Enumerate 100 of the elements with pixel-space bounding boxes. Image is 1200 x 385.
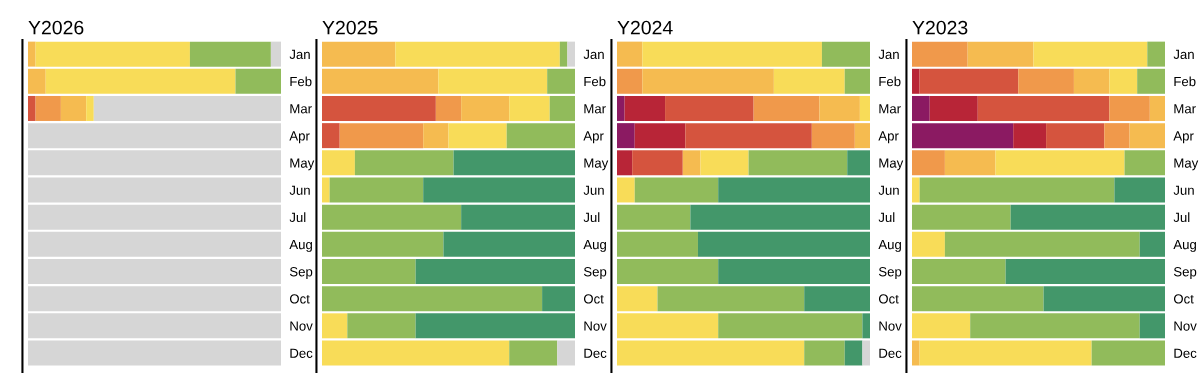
bar	[700, 150, 749, 176]
y-tick-label: Jun	[1173, 185, 1194, 195]
bar	[567, 41, 575, 67]
bar	[685, 123, 812, 149]
bar	[617, 150, 633, 176]
bar	[912, 41, 968, 67]
bar	[753, 95, 820, 121]
y-tick-label: Mar	[879, 104, 901, 114]
bar	[617, 68, 643, 94]
bar	[415, 258, 575, 284]
bar	[28, 313, 281, 339]
bar	[28, 231, 281, 257]
bar	[506, 123, 575, 149]
chart-title: Y2025	[322, 20, 378, 35]
bar	[912, 286, 1044, 312]
bar	[93, 95, 281, 121]
bar	[847, 150, 870, 176]
bar	[448, 123, 507, 149]
bar	[859, 95, 870, 121]
bar	[322, 95, 436, 121]
bar	[1010, 204, 1165, 230]
bar	[912, 68, 920, 94]
chart-title: Y2026	[28, 20, 84, 35]
bar	[28, 258, 281, 284]
bar	[1046, 123, 1105, 149]
y-tick-label: May	[879, 158, 904, 171]
bar	[322, 286, 543, 312]
y-tick-label: Sep	[583, 267, 607, 279]
bar	[944, 231, 1140, 257]
y-tick-label: Aug	[878, 240, 901, 252]
y-tick-label: Aug	[583, 240, 606, 252]
bar	[821, 41, 870, 67]
y-tick-label: Apr	[583, 131, 604, 144]
y-tick-label: Mar	[290, 104, 312, 114]
y-tick-label: Jun	[289, 185, 310, 195]
bar	[28, 68, 46, 94]
y-tick-label: Nov	[1174, 321, 1197, 331]
bar	[617, 313, 719, 339]
bar	[1005, 258, 1165, 284]
bar	[28, 123, 281, 149]
bar	[542, 286, 575, 312]
y-tick-label: Dec	[584, 348, 607, 358]
bar	[549, 95, 575, 121]
y-tick-label: Dec	[1174, 348, 1197, 358]
bar	[718, 313, 863, 339]
bar	[912, 177, 920, 203]
bar	[322, 313, 348, 339]
bar	[844, 68, 870, 94]
y-tick-label: Oct	[1173, 294, 1194, 304]
y-tick-label: Oct	[289, 294, 310, 304]
y-tick-label: Apr	[289, 131, 310, 144]
bar	[811, 123, 855, 149]
bar	[912, 340, 920, 366]
bar	[854, 123, 870, 149]
bar	[617, 204, 691, 230]
bar	[718, 258, 870, 284]
bar	[329, 177, 424, 203]
bar	[617, 123, 635, 149]
bar	[804, 340, 845, 366]
bar	[617, 95, 625, 121]
bar	[1018, 68, 1074, 94]
bar	[642, 68, 774, 94]
bar	[967, 41, 1034, 67]
bar	[1043, 286, 1165, 312]
bar	[28, 340, 281, 366]
y-tick-label: Apr	[878, 131, 899, 144]
bar	[547, 68, 575, 94]
y-tick-label: Dec	[290, 348, 313, 358]
bar	[617, 177, 635, 203]
bar	[28, 204, 281, 230]
y-tick-label: Feb	[1174, 76, 1196, 87]
bar	[1139, 313, 1165, 339]
y-tick-label: Feb	[879, 76, 901, 87]
y-tick-label: Feb	[290, 76, 312, 87]
bar	[1124, 150, 1165, 176]
y-tick-label: Jun	[583, 185, 604, 195]
bar	[559, 41, 568, 67]
bar	[453, 150, 575, 176]
y-tick-label: Mar	[584, 104, 606, 114]
bar	[60, 95, 87, 121]
y-tick-label: Jun	[878, 185, 899, 195]
bar	[642, 41, 822, 67]
bar	[912, 95, 930, 121]
y-tick-label: Feb	[584, 76, 606, 87]
bar	[28, 150, 281, 176]
bar	[995, 150, 1125, 176]
y-tick-label: May	[1174, 158, 1199, 171]
y-tick-label: Jan	[583, 49, 604, 60]
bar	[804, 286, 870, 312]
bar	[1013, 123, 1047, 149]
bar	[339, 123, 424, 149]
bar	[912, 204, 1011, 230]
y-tick-label: Jul	[1173, 212, 1190, 223]
bar	[438, 68, 548, 94]
bar	[395, 41, 560, 67]
y-tick-label: Jan	[878, 49, 899, 60]
bar	[929, 95, 978, 121]
bar	[45, 68, 236, 94]
bar	[718, 177, 870, 203]
bar	[1147, 41, 1165, 67]
